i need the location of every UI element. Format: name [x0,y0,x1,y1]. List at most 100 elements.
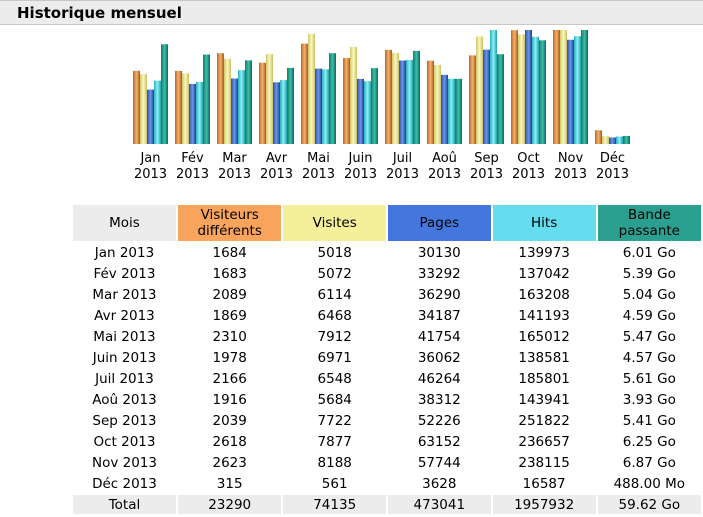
bar-visitors-9 [469,55,476,144]
cell-bandwidth: 488.00 Mo [613,475,686,492]
x-month-label: Juil [392,151,412,166]
x-month-label: Jan [139,151,160,166]
cell-visits: 7912 [317,328,352,345]
cell-mois: Sep 2013 [92,412,157,429]
cell-bandwidth: 4.57 Go [622,349,676,366]
cell-pages: 34187 [417,307,461,324]
cell-mois: Mar 2013 [92,286,157,303]
bar-pages-11 [567,39,574,144]
table-row: Jan 2013 1684 5018 30130 139973 6.01 Go [73,243,701,262]
bar-visitors-7 [385,49,392,144]
cell-visitors: 2166 [212,370,247,387]
x-year-label: 2013 [428,167,461,182]
bar-hits-1 [154,80,161,144]
x-year-label: 2013 [344,167,377,182]
bar-bandwidth_go-12 [623,135,630,144]
total-bandwidth: 59.62 Go [597,495,701,514]
cell-pages: 41754 [417,328,461,345]
cell-mois: Juin 2013 [92,349,157,366]
x-year-label: 2013 [260,167,293,182]
cell-bandwidth: 6.87 Go [622,454,676,471]
bar-bandwidth_go-5 [329,53,336,144]
header-bandwidth: Bande passante [597,205,701,241]
bar-pages-1 [147,89,154,144]
bar-bandwidth_go-2 [203,54,210,144]
cell-visitors: 2618 [212,433,247,450]
cell-bandwidth: 5.04 Go [622,286,676,303]
cell-mois: Jan 2013 [94,244,155,261]
bar-hits-3 [238,70,245,144]
cell-pages: 46264 [417,370,461,387]
cell-visits: 6114 [317,286,352,303]
header-pages: Pages [387,205,491,241]
cell-visits: 5072 [317,265,352,282]
bar-visits-3 [224,58,231,144]
cell-bandwidth: 5.47 Go [622,328,676,345]
cell-visits: 5684 [317,391,352,408]
bar-pages-3 [231,78,238,144]
table-row: Mai 2013 2310 7912 41754 165012 5.47 Go [73,327,701,346]
cell-bandwidth: 6.01 Go [622,244,676,261]
table-row: Juin 2013 1978 6971 36062 138581 4.57 Go [73,348,701,367]
cell-hits: 139973 [518,244,570,261]
cell-mois: Mai 2013 [93,328,156,345]
table-row: Aoû 2013 1916 5684 38312 143941 3.93 Go [73,390,701,409]
cell-hits: 143941 [518,391,570,408]
cell-mois: Juil 2013 [95,370,154,387]
cell-bandwidth: 4.59 Go [622,307,676,324]
cell-pages: 3628 [422,475,457,492]
bar-hits-9 [490,30,497,144]
cell-visitors: 1683 [212,265,247,282]
total-visits: 74135 [283,495,386,514]
table-header-row: Mois Visiteurs différents Visites Pages … [73,205,701,241]
cell-visits: 8188 [317,454,352,471]
bar-hits-6 [364,81,371,144]
bar-visitors-11 [553,30,560,144]
cell-hits: 138581 [518,349,570,366]
cell-visitors: 1978 [212,349,247,366]
bar-bandwidth_go-1 [161,44,168,144]
bar-visits-10 [518,34,525,144]
bar-pages-7 [399,60,406,144]
bar-pages-12 [609,137,616,144]
section-title: Historique mensuel [17,4,182,22]
x-year-label: 2013 [134,167,167,182]
bar-visits-12 [602,136,609,144]
bar-visitors-4 [259,62,266,144]
cell-visits: 7877 [317,433,352,450]
bar-visits-7 [392,52,399,144]
cell-visits: 7722 [317,412,352,429]
cell-pages: 33292 [417,265,461,282]
cell-mois: Avr 2013 [94,307,155,324]
x-month-label: Nov [558,151,584,166]
cell-pages: 57744 [417,454,461,471]
cell-hits: 16587 [522,475,566,492]
cell-visitors: 2310 [212,328,247,345]
cell-visitors: 1869 [212,307,247,324]
cell-mois: Oct 2013 [93,433,156,450]
cell-pages: 63152 [417,433,461,450]
table-row: Avr 2013 1869 6468 34187 141193 4.59 Go [73,306,701,325]
header-mois: Mois [73,205,176,241]
bar-visits-1 [140,74,147,144]
bar-bandwidth_go-8 [455,78,462,144]
table-row: Fév 2013 1683 5072 33292 137042 5.39 Go [73,264,701,283]
cell-pages: 52226 [417,412,461,429]
table-row: Sep 2013 2039 7722 52226 251822 5.41 Go [73,411,701,430]
cell-mois: Nov 2013 [91,454,157,471]
x-year-label: 2013 [386,167,419,182]
monthly-bar-chart: Jan2013Fév2013Mar2013Avr2013Mai2013Juin2… [133,30,630,182]
x-month-label: Fév [181,151,204,166]
cell-pages: 30130 [417,244,461,261]
bar-visitors-10 [511,30,518,144]
bar-visits-6 [350,46,357,145]
x-month-label: Sep [474,151,499,166]
total-hits: 1957932 [492,495,596,514]
x-month-label: Avr [266,151,288,166]
cell-visits: 6468 [317,307,352,324]
cell-pages: 38312 [417,391,461,408]
bar-bandwidth_go-11 [581,30,588,144]
x-month-label: Déc [600,151,625,166]
cell-hits: 163208 [518,286,570,303]
cell-hits: 238115 [518,454,570,471]
